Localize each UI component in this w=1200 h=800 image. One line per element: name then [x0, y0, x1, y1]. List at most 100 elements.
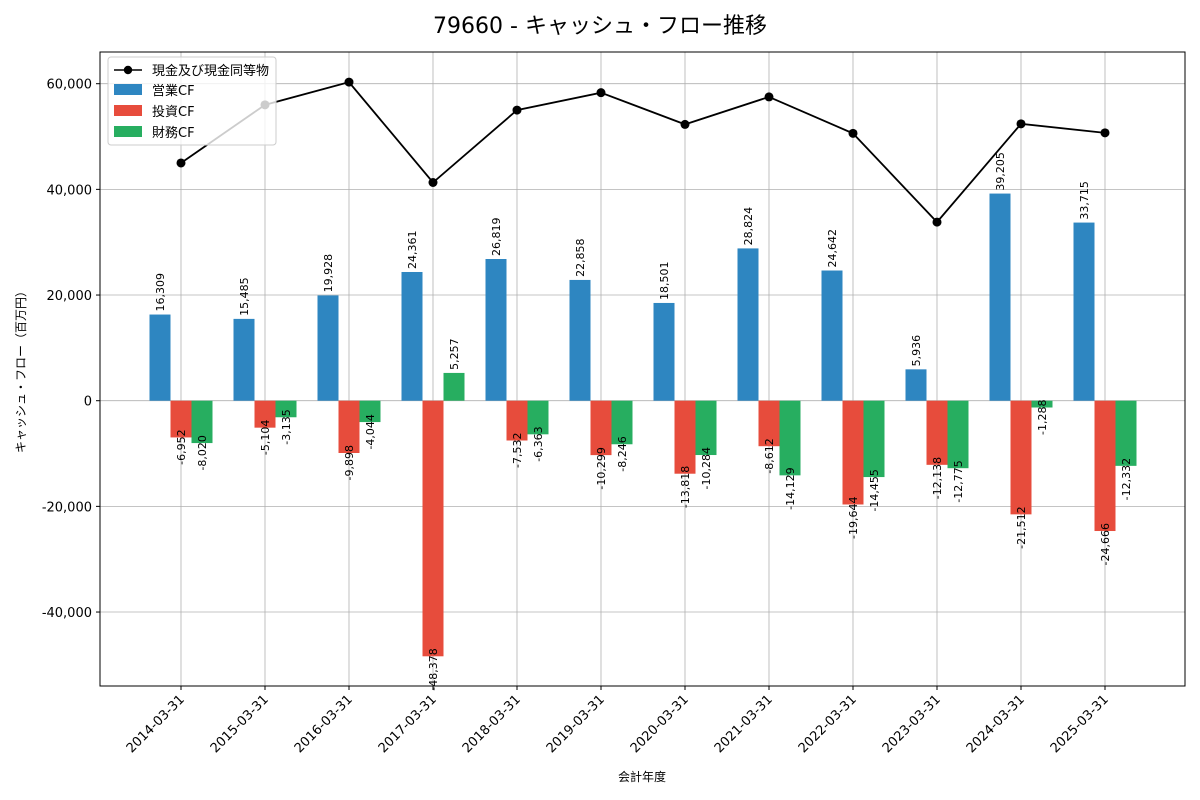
bar-labels-layer: 16,309 15,485 19,928 24,361 26,819 22,858 18,5… [154, 152, 1133, 691]
bar [191, 400, 213, 444]
bar-value-label: -12,332 [1120, 458, 1133, 500]
bar [422, 400, 444, 657]
bar-value-label: -12,138 [931, 457, 944, 499]
bar-value-label: -14,455 [868, 469, 881, 511]
legend-swatch-financing [114, 126, 142, 137]
legend-label-cash: 現金及び現金同等物 [152, 63, 269, 79]
x-tick-label: 2014-03-31 [124, 692, 188, 756]
plot-frame [99, 51, 1186, 687]
bar [674, 400, 696, 474]
bar-value-label: -1,288 [1036, 400, 1049, 435]
cash-point [932, 217, 942, 227]
x-tick-label: 2022-03-31 [796, 692, 860, 756]
bar [1115, 400, 1137, 466]
bar-value-label: -6,952 [175, 429, 188, 464]
bar-value-label: -3,135 [280, 409, 293, 444]
legend-box [107, 56, 277, 146]
cash-line [180, 81, 1106, 224]
cash-point [680, 119, 690, 129]
bar [590, 400, 612, 456]
bar-value-label: -8,612 [763, 438, 776, 473]
legend-label-operating: 営業CF [152, 83, 195, 99]
bar-value-label: -10,299 [595, 447, 608, 489]
bar [821, 270, 843, 401]
bars-layer [149, 193, 1137, 657]
bar-value-label: 28,824 [742, 207, 755, 246]
bar-value-label: -21,512 [1015, 506, 1028, 548]
bar-value-label: -8,020 [196, 435, 209, 470]
legend-item-operating: 営業CF [114, 83, 195, 99]
cash-point [428, 177, 438, 187]
cash-point [1016, 119, 1026, 129]
bar [1073, 222, 1095, 401]
bar-value-label: -13,818 [679, 466, 692, 508]
bar-value-label: 22,858 [574, 238, 587, 277]
bar [359, 400, 381, 423]
cash-point [512, 105, 522, 115]
cash-point [176, 158, 186, 168]
bar [758, 400, 780, 447]
y-tick-label: -40,000 [42, 606, 92, 621]
x-axis-label: 会計年度 [618, 769, 666, 784]
legend-label-investing: 投資CF [152, 104, 195, 120]
bar-value-label: -10,284 [700, 447, 713, 489]
bar-value-label: -8,246 [616, 436, 629, 471]
legend-label-financing: 財務CF [152, 126, 195, 141]
bar [1010, 400, 1032, 515]
cash-point [344, 77, 354, 87]
bar [779, 400, 801, 476]
bar [170, 400, 192, 438]
bar-value-label: -24,666 [1099, 523, 1112, 565]
x-tick-label: 2020-03-31 [628, 692, 692, 756]
bar [254, 400, 276, 428]
cash-point [764, 92, 774, 102]
legend-swatch-investing [114, 105, 142, 116]
cash-point [596, 88, 606, 98]
x-tick-label: 2015-03-31 [208, 692, 272, 756]
bar [485, 259, 507, 401]
bar-value-label: 5,257 [448, 338, 461, 370]
bar-value-label: 39,205 [994, 152, 1007, 191]
bar-value-label: -7,532 [511, 432, 524, 467]
bar-value-label: -19,644 [847, 496, 860, 538]
y-axis: -40,000 -20,000 0 20,000 40,000 60,000 [42, 78, 100, 621]
y-tick-label: 40,000 [47, 183, 93, 198]
y-axis-label: キャッシュ・フロー（百万円） [14, 285, 28, 453]
bar [317, 295, 339, 401]
grid-lines [100, 52, 1185, 686]
cash-point [1100, 128, 1110, 138]
legend-item-financing: 財務CF [114, 126, 195, 141]
bar-value-label: 33,715 [1078, 181, 1091, 220]
bar-value-label: 26,819 [490, 218, 503, 257]
bar-value-label: -48,378 [427, 648, 440, 690]
bar-value-label: -9,898 [343, 445, 356, 480]
x-tick-label: 2019-03-31 [544, 692, 608, 756]
bar [926, 400, 948, 465]
x-tick-label: 2018-03-31 [460, 692, 524, 756]
x-tick-label: 2023-03-31 [880, 692, 944, 756]
bar [1031, 400, 1053, 408]
bar-value-label: 24,642 [826, 229, 839, 268]
bar [611, 400, 633, 445]
bar [695, 400, 717, 456]
x-axis: 2014-03-31 2015-03-31 2016-03-31 2017-03-31… [124, 686, 1112, 756]
bar [905, 369, 927, 401]
bar [233, 318, 255, 401]
bar-value-label: 16,309 [154, 273, 167, 312]
y-tick-label: 0 [84, 395, 92, 410]
x-tick-label: 2017-03-31 [376, 692, 440, 756]
cash-point [848, 128, 858, 138]
bar-value-label: 18,501 [658, 261, 671, 300]
bar-value-label: -5,104 [259, 420, 272, 455]
line-layer [176, 77, 1110, 227]
bar [275, 400, 297, 418]
x-tick-label: 2021-03-31 [712, 692, 776, 756]
bar-value-label: -6,363 [532, 426, 545, 461]
bar [863, 400, 885, 478]
bar [443, 372, 465, 401]
bar [989, 193, 1011, 401]
bar [569, 279, 591, 401]
bar [1094, 400, 1116, 532]
bar [401, 271, 423, 401]
